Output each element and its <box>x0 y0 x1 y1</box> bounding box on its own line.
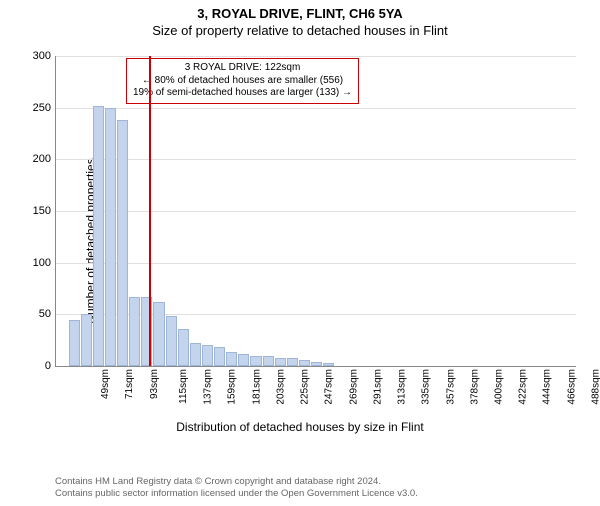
x-axis-label: Distribution of detached houses by size … <box>0 420 600 434</box>
y-tick: 50 <box>39 308 51 320</box>
x-tick: 225sqm <box>300 369 311 405</box>
y-tick: 0 <box>45 360 51 372</box>
histogram-bar <box>311 362 322 366</box>
footer-attribution: Contains HM Land Registry data © Crown c… <box>55 476 418 500</box>
x-tick: 488sqm <box>591 369 600 405</box>
x-tick: 247sqm <box>324 369 335 405</box>
y-tick: 100 <box>33 257 51 269</box>
histogram-bar <box>129 297 140 366</box>
y-tick: 250 <box>33 102 51 114</box>
x-tick: 378sqm <box>469 369 480 405</box>
histogram-bar <box>105 108 116 366</box>
histogram-bar <box>166 316 177 366</box>
x-tick: 291sqm <box>372 369 383 405</box>
x-tick: 400sqm <box>494 369 505 405</box>
x-tick: 71sqm <box>124 369 135 399</box>
annotation-line-3: 19% of semi-detached houses are larger (… <box>133 87 352 100</box>
x-tick: 269sqm <box>348 369 359 405</box>
page-title: 3, ROYAL DRIVE, FLINT, CH6 5YA <box>0 6 600 21</box>
x-tick: 466sqm <box>566 369 577 405</box>
footer-line-1: Contains HM Land Registry data © Crown c… <box>55 476 418 488</box>
x-tick: 203sqm <box>275 369 286 405</box>
histogram-bar <box>141 297 152 366</box>
reference-line <box>149 56 151 366</box>
gridline-h <box>56 211 576 212</box>
histogram-bar <box>190 343 201 366</box>
x-tick: 49sqm <box>100 369 111 399</box>
y-tick: 200 <box>33 153 51 165</box>
histogram-bar <box>275 358 286 366</box>
x-tick: 313sqm <box>397 369 408 405</box>
x-tick: 422sqm <box>518 369 529 405</box>
x-tick: 181sqm <box>251 369 262 405</box>
histogram-bar <box>69 320 80 367</box>
footer-line-2: Contains public sector information licen… <box>55 488 418 500</box>
gridline-h <box>56 263 576 264</box>
histogram-bar <box>93 106 104 366</box>
histogram-bar <box>202 345 213 366</box>
y-tick: 150 <box>33 205 51 217</box>
histogram-bar <box>178 329 189 366</box>
gridline-h <box>56 108 576 109</box>
histogram-bar <box>117 120 128 366</box>
x-tick: 137sqm <box>203 369 214 405</box>
x-tick: 159sqm <box>227 369 238 405</box>
histogram-bar <box>263 356 274 366</box>
x-tick: 335sqm <box>421 369 432 405</box>
y-tick: 300 <box>33 50 51 62</box>
gridline-h <box>56 159 576 160</box>
histogram-bar <box>323 363 334 366</box>
chart-container: Number of detached properties 3 ROYAL DR… <box>0 46 600 436</box>
plot-area: 3 ROYAL DRIVE: 122sqm ← 80% of detached … <box>55 56 576 367</box>
annotation-line-2: ← 80% of detached houses are smaller (55… <box>133 75 352 88</box>
gridline-h <box>56 56 576 57</box>
histogram-bar <box>214 347 225 366</box>
histogram-bar <box>250 356 261 366</box>
page-subtitle: Size of property relative to detached ho… <box>0 23 600 38</box>
annotation-line-1: 3 ROYAL DRIVE: 122sqm <box>133 62 352 75</box>
histogram-bar <box>238 354 249 366</box>
x-tick: 115sqm <box>178 369 189 404</box>
histogram-bar <box>226 352 237 366</box>
histogram-bar <box>287 358 298 366</box>
histogram-bar <box>153 302 164 366</box>
x-tick: 93sqm <box>149 369 160 399</box>
histogram-bar <box>81 314 92 366</box>
x-tick: 444sqm <box>542 369 553 405</box>
x-tick: 357sqm <box>445 369 456 405</box>
annotation-box: 3 ROYAL DRIVE: 122sqm ← 80% of detached … <box>126 58 359 104</box>
histogram-bar <box>299 360 310 366</box>
